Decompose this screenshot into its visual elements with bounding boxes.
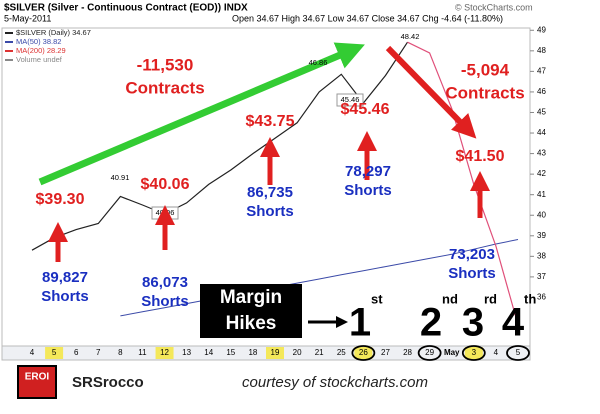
legend-label: MA(200) 28.29 xyxy=(16,46,66,55)
arrow xyxy=(38,42,365,186)
y-tick-label: 46 xyxy=(537,87,546,96)
y-tick-label: 44 xyxy=(537,128,546,137)
quote: Open 34.67 High 34.67 Low 34.67 Close 34… xyxy=(232,13,503,23)
x-tick-label: 21 xyxy=(315,348,324,357)
point-label: 45.46 xyxy=(341,95,360,104)
shorts-label: Shorts xyxy=(246,203,294,220)
margin-title: Hikes xyxy=(226,313,277,334)
x-tick-label: 5 xyxy=(52,348,57,357)
shorts-number: 86,073 xyxy=(142,274,188,291)
x-tick-label: 14 xyxy=(204,348,213,357)
x-tick-label: 8 xyxy=(118,348,123,357)
x-tick-label: 19 xyxy=(271,348,280,357)
y-tick-label: 40 xyxy=(537,210,546,219)
series-line xyxy=(120,239,519,317)
x-tick-label: 18 xyxy=(248,348,257,357)
shorts-number: 78,297 xyxy=(345,163,391,180)
x-tick-label: 26 xyxy=(359,348,368,357)
price-callout: $45.46 xyxy=(341,101,390,118)
ordinal-suffix: rd xyxy=(484,291,497,306)
point-label: 46.86 xyxy=(309,58,328,67)
y-tick-label: 48 xyxy=(537,46,546,55)
price-callout: $39.30 xyxy=(36,191,85,208)
logo xyxy=(17,365,57,399)
ordinal-number: 2 xyxy=(420,301,442,345)
highlight xyxy=(354,347,373,359)
x-tick-label: 3 xyxy=(472,348,477,357)
shorts-label: Shorts xyxy=(448,265,496,282)
y-tick-label: 42 xyxy=(537,169,546,178)
x-tick-label: 7 xyxy=(96,348,101,357)
contract-number: -5,094 xyxy=(461,60,510,79)
chart-title: $SILVER (Silver - Continuous Contract (E… xyxy=(4,3,248,14)
y-tick-label: 47 xyxy=(537,66,546,75)
x-tick-label: 11 xyxy=(138,348,147,357)
y-tick-label: 43 xyxy=(537,149,546,158)
point-label: 48.42 xyxy=(401,32,420,41)
x-tick-label: 25 xyxy=(337,348,346,357)
contract-label: Contracts xyxy=(125,78,204,97)
ordinal-number: 3 xyxy=(462,301,484,345)
logo-text: EROI xyxy=(25,372,50,383)
y-tick-label: 38 xyxy=(537,251,546,260)
circle-marker xyxy=(461,345,486,361)
highlight xyxy=(266,347,284,359)
shorts-number: 89,827 xyxy=(42,269,88,286)
x-tick-label: 4 xyxy=(494,348,499,357)
highlight xyxy=(45,347,64,359)
circle-marker xyxy=(417,345,442,361)
label-box xyxy=(336,93,364,107)
y-tick-label: 49 xyxy=(537,25,546,34)
price-callout: $40.06 xyxy=(141,176,190,193)
y-tick-label: 41 xyxy=(537,190,546,199)
x-tick-label: 15 xyxy=(226,348,235,357)
shorts-label: Shorts xyxy=(41,288,89,305)
ordinal-number: 1 xyxy=(349,301,371,345)
price-callout: $43.75 xyxy=(246,113,295,130)
credit: courtesy of stockcharts.com xyxy=(242,374,428,391)
x-tick-label: 12 xyxy=(160,348,169,357)
x-tick-label: 29 xyxy=(425,348,434,357)
x-tick-label: May xyxy=(444,348,460,357)
y-tick-label: 39 xyxy=(537,231,546,240)
x-tick-label: 13 xyxy=(182,348,191,357)
shorts-number: 86,735 xyxy=(247,184,293,201)
legend-label: MA(50) 38.82 xyxy=(16,37,61,46)
chart-subtitle: 5-May-2011 xyxy=(4,13,51,23)
brand: SRSrocco xyxy=(72,374,144,391)
y-tick-label: 45 xyxy=(537,108,546,117)
shorts-label: Shorts xyxy=(141,293,189,310)
x-tick-label: 27 xyxy=(381,348,390,357)
x-tick-label: 20 xyxy=(293,348,302,357)
legend-label: Volume undef xyxy=(16,55,63,64)
shorts-label: Shorts xyxy=(344,182,392,199)
y-tick-label: 37 xyxy=(537,272,546,281)
ordinal-suffix: st xyxy=(371,291,383,306)
price-callout: $41.50 xyxy=(456,148,505,165)
contract-label: Contracts xyxy=(445,83,524,102)
legend-label: $SILVER (Daily) 34.67 xyxy=(16,28,91,37)
source: © StockCharts.com xyxy=(455,2,533,12)
ordinal-suffix: th xyxy=(524,291,536,306)
arrow xyxy=(385,45,477,139)
circle-marker xyxy=(351,345,376,361)
highlight xyxy=(464,347,483,359)
contract-number: -11,530 xyxy=(137,55,194,74)
series-line xyxy=(31,41,409,251)
circle-marker xyxy=(506,345,530,361)
series-line xyxy=(407,41,519,325)
x-tick-label: 28 xyxy=(403,348,412,357)
highlight xyxy=(155,347,174,359)
ordinal-number: 4 xyxy=(502,301,525,345)
ordinal-suffix: nd xyxy=(442,291,458,306)
shorts-number: 73,203 xyxy=(449,246,495,263)
x-tick-label: 4 xyxy=(30,348,35,357)
point-label: 40.91 xyxy=(111,173,130,182)
y-tick-label: 36 xyxy=(537,293,546,302)
margin-box xyxy=(200,284,302,338)
x-tick-label: 5 xyxy=(516,348,521,357)
margin-title: Margin xyxy=(220,287,282,308)
x-tick-label: 6 xyxy=(74,348,79,357)
